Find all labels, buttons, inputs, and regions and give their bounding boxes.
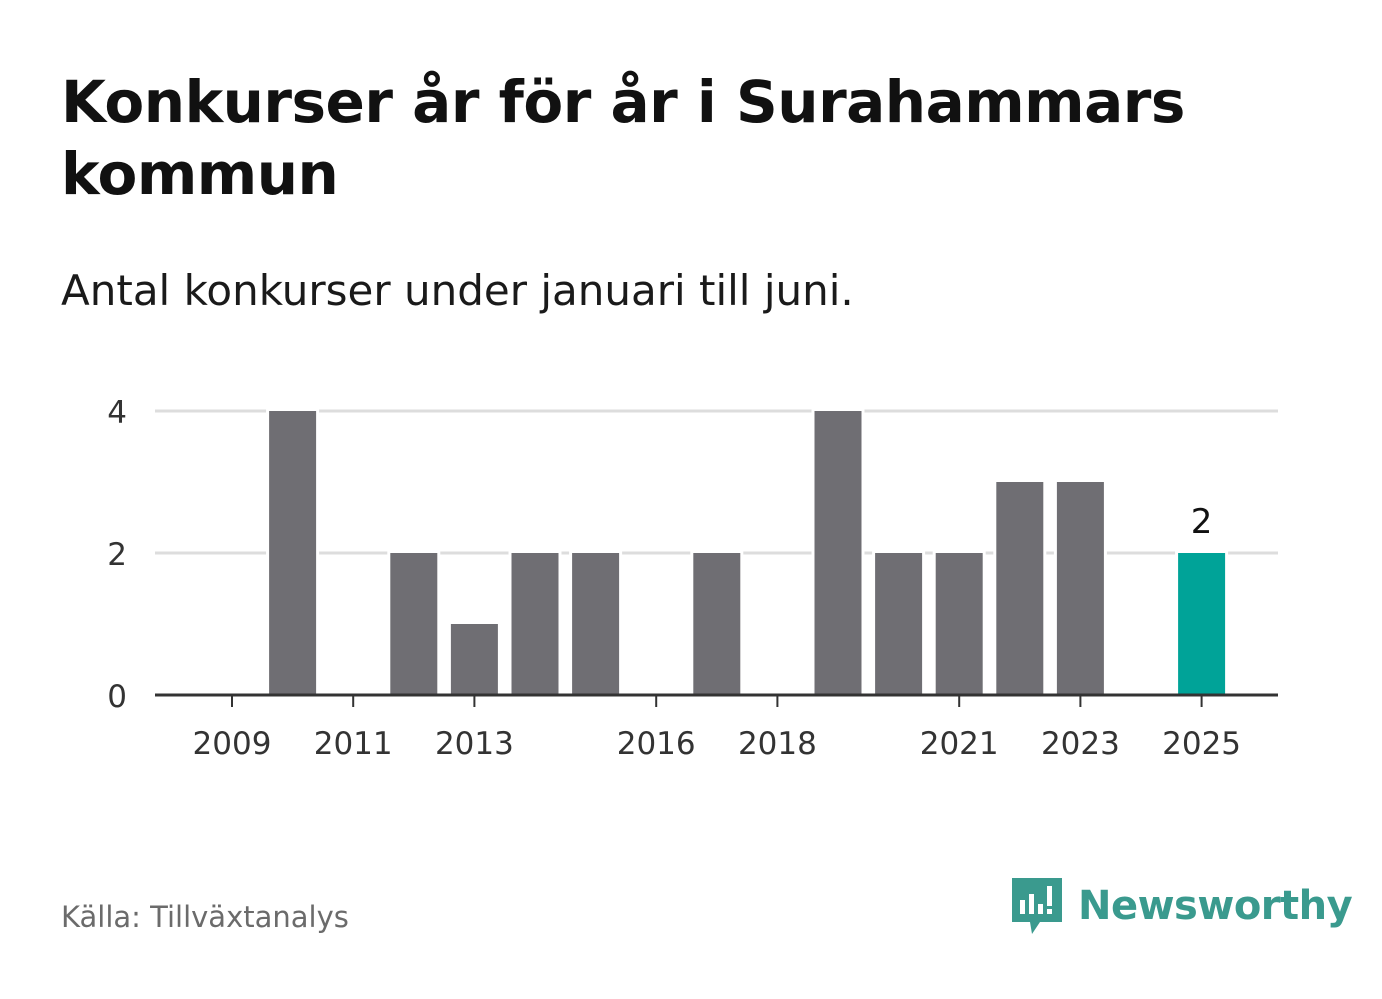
x-tick-label: 2016 xyxy=(617,726,696,762)
y-tick-label: 0 xyxy=(107,679,127,715)
bar-2023 xyxy=(1053,479,1107,698)
gridlines xyxy=(155,409,1278,555)
bar-2022 xyxy=(993,479,1047,698)
source-note: Källa: Tillväxtanalys xyxy=(61,900,349,934)
bar-2021 xyxy=(932,550,986,698)
brand-logo: Newsworthy xyxy=(1010,876,1353,936)
data-labels: 2 xyxy=(1191,502,1213,542)
bar-2013 xyxy=(447,621,501,698)
x-tick-label: 2018 xyxy=(738,726,817,762)
y-tick-labels: 0 2 4 xyxy=(107,395,127,715)
bar-2025 xyxy=(1175,550,1229,698)
bar-2015 xyxy=(569,550,623,698)
bar-2010 xyxy=(266,408,320,698)
bar-2019 xyxy=(811,408,865,698)
x-tick-label: 2013 xyxy=(435,726,514,762)
x-axis xyxy=(155,693,1278,707)
x-tick-label: 2021 xyxy=(920,726,999,762)
x-tick-label: 2023 xyxy=(1041,726,1120,762)
bar-2012 xyxy=(387,550,441,698)
x-tick-label: 2025 xyxy=(1162,726,1241,762)
y-tick-label: 4 xyxy=(107,395,127,431)
brand-name: Newsworthy xyxy=(1078,883,1353,929)
x-tick-labels: 2009 2011 2013 2016 2018 2021 2023 2025 xyxy=(193,726,1242,762)
x-tick-label: 2009 xyxy=(193,726,272,762)
data-label: 2 xyxy=(1191,502,1213,542)
chart-subtitle: Antal konkurser under januari till juni. xyxy=(61,266,854,315)
y-tick-label: 2 xyxy=(107,537,127,573)
bars xyxy=(266,408,1229,698)
bar-chart-speech-bubble-icon xyxy=(1012,878,1062,934)
bar-2020 xyxy=(872,550,926,698)
bar-2014 xyxy=(508,550,562,698)
x-tick-label: 2011 xyxy=(314,726,393,762)
bar-2017 xyxy=(690,550,744,698)
chart-title: Konkurser år för år i Surahammars kommun xyxy=(61,68,1185,208)
